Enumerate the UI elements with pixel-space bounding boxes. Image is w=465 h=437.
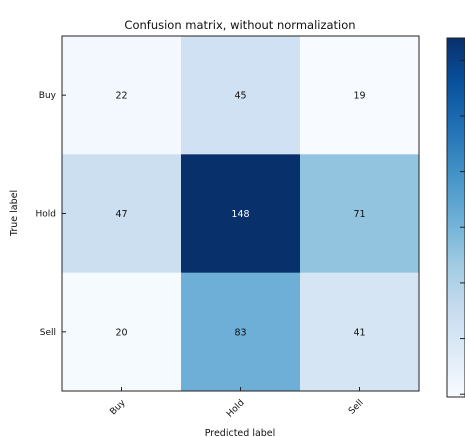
y-tick-label: Buy [39,91,57,101]
heatmap-cell [62,154,182,274]
heatmap-cell [181,36,301,155]
x-tick-labels: Buy Hold Sell [108,387,366,420]
x-axis-label: Predicted label [205,428,276,437]
colorbar [446,37,465,398]
x-tick-label: Buy [108,398,128,418]
chart-title: Confusion matrix, without normalization [124,18,355,32]
y-tick-label: Hold [36,210,57,220]
heatmap-cell [300,272,420,392]
y-tick-label: Sell [40,328,56,338]
cell-value-label: 20 [115,327,127,338]
x-tick-label: Hold [225,398,247,420]
cell-value-label: 47 [115,209,127,220]
cell-value-label: 83 [234,327,246,338]
heatmap-cell [62,272,182,392]
cell-value-label: 45 [234,91,246,102]
x-tick-label: Sell [347,398,366,417]
cell-value-label: 41 [353,327,365,338]
heatmap-cell [300,154,420,274]
cell-value-label: 71 [353,209,365,220]
heatmap-cell [62,36,182,155]
y-axis-label: True label [9,190,20,237]
heatmap-cells: 22 45 19 47 148 71 20 83 41 [62,36,420,392]
y-tick-labels: Buy Hold Sell [36,91,66,338]
heatmap-cell [300,36,420,155]
cell-value-label: 22 [115,91,127,102]
cell-value-label: 148 [231,209,249,220]
cell-value-label: 19 [353,91,365,102]
colorbar-ticks [460,59,465,395]
heatmap-cell [181,272,301,392]
heatmap-cell [181,154,301,274]
